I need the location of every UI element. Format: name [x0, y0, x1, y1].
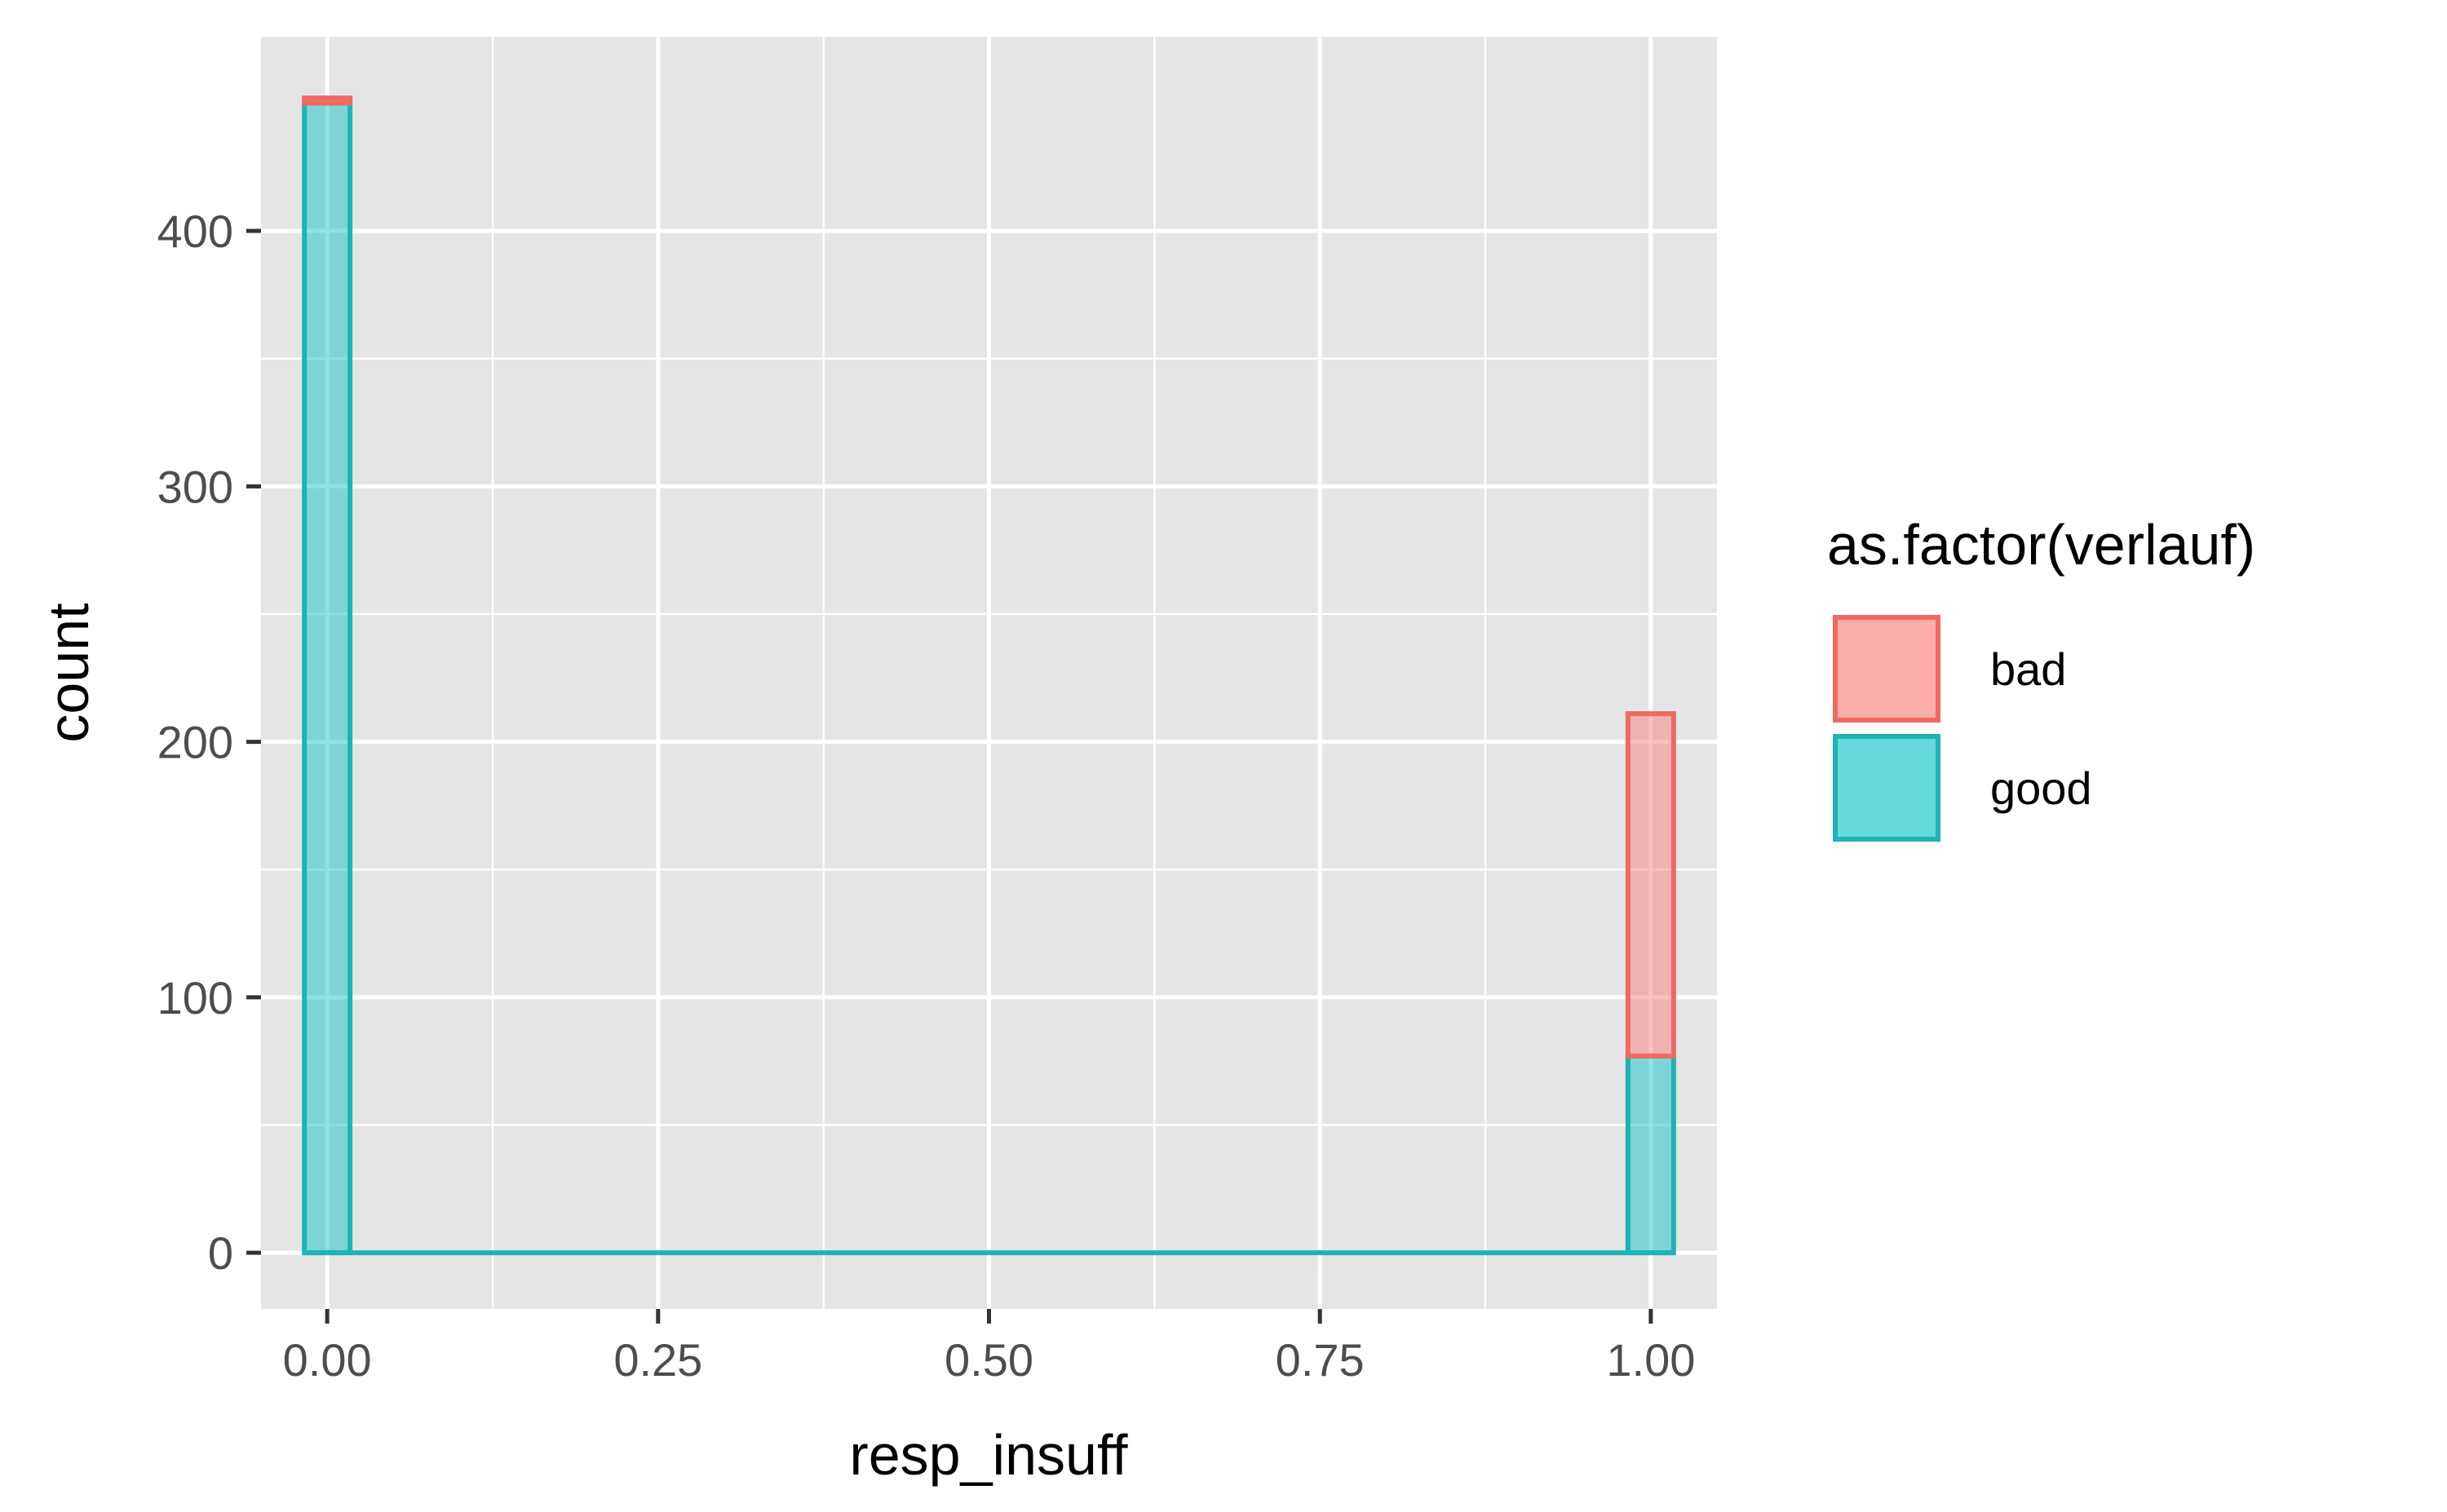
bar-good: [1625, 1053, 1676, 1256]
y-tick-label: 0: [208, 1227, 233, 1279]
x-tick-label: 0.00: [283, 1334, 372, 1386]
x-tick-label: 1.00: [1606, 1334, 1695, 1386]
legend-label-good: good: [1990, 763, 2092, 814]
legend-key-bad: [1833, 615, 1940, 723]
y-axis: 0 100 200 300 400: [157, 206, 261, 1279]
legend: as.factor(verlauf) bad good: [1827, 513, 2255, 843]
legend-title: as.factor(verlauf): [1827, 513, 2255, 577]
y-tick-label: 100: [157, 972, 233, 1023]
bars: [302, 95, 1676, 1256]
bar-good: [302, 100, 353, 1256]
y-axis-title: count: [37, 603, 100, 742]
y-tick-label: 400: [157, 206, 233, 257]
y-tick-label: 200: [157, 717, 233, 768]
x-tick-label: 0.50: [945, 1334, 1033, 1386]
y-tick-label: 300: [157, 461, 233, 512]
legend-key-good: [1833, 734, 1940, 842]
legend-items: bad good: [1831, 613, 2092, 843]
x-tick-label: 0.75: [1276, 1334, 1365, 1386]
legend-label-bad: bad: [1990, 643, 2066, 695]
bar-bad: [302, 95, 353, 106]
bar-bad: [1625, 711, 1676, 1059]
x-tick-label: 0.25: [613, 1334, 702, 1386]
x-axis: 0.00 0.25 0.50 0.75 1.00: [283, 1309, 1695, 1386]
x-axis-title: resp_insuff: [849, 1423, 1128, 1487]
